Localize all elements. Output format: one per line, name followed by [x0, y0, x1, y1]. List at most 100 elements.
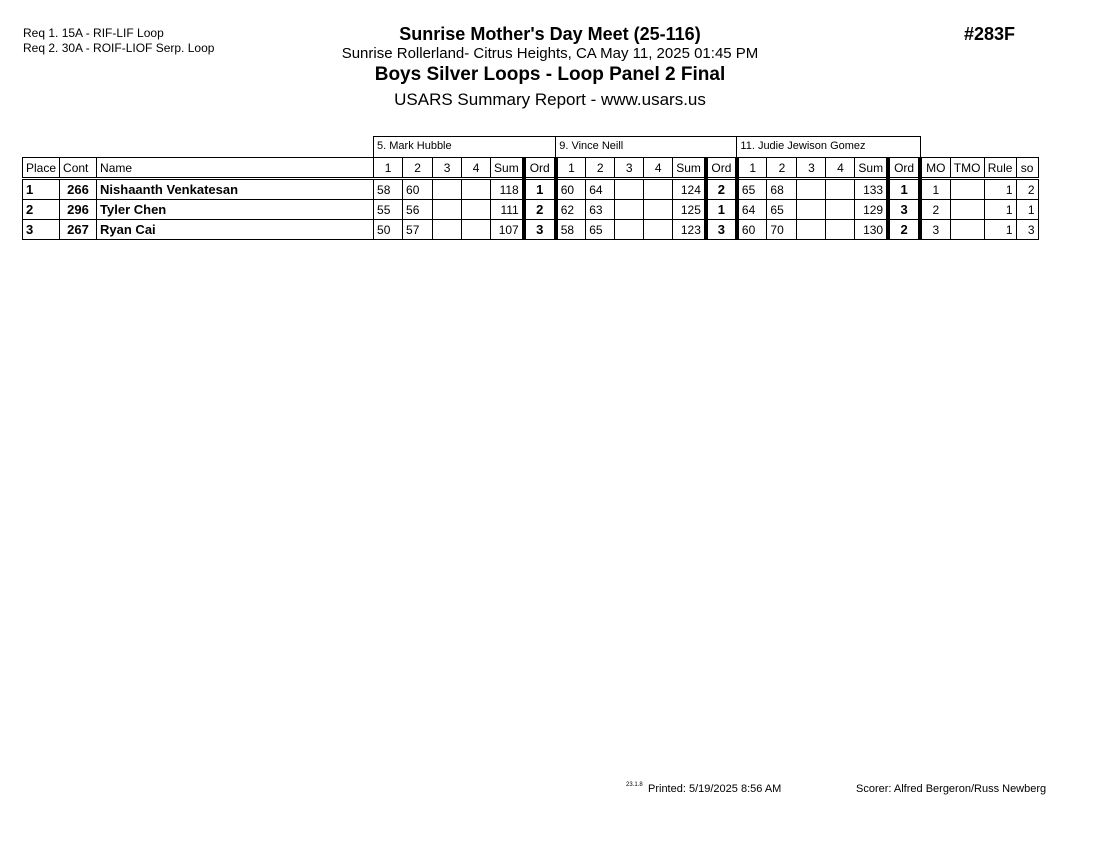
judge3-ord: 2 — [886, 219, 923, 240]
col-cont: Cont — [59, 157, 98, 180]
judge3-1: 60 — [736, 219, 768, 240]
col-judge3-4: 4 — [825, 157, 856, 180]
requirement-1: Req 1. 15A - RIF-LIF Loop — [23, 26, 164, 40]
judge-1-header: 5. Mark Hubble — [373, 136, 557, 158]
judge2-2: 63 — [585, 199, 616, 220]
rule: 1 — [983, 199, 1017, 220]
col-judge2-sum: Sum — [672, 157, 707, 180]
version-label: 23.1.8 — [626, 782, 643, 788]
meet-title: Sunrise Mother's Day Meet (25-116) — [399, 24, 701, 44]
report-title: USARS Summary Report - www.usars.us — [394, 90, 706, 109]
judge3-4 — [825, 219, 856, 240]
requirement-2: Req 2. 30A - ROIF-LIOF Serp. Loop — [23, 41, 215, 55]
results-table: 5. Mark Hubble 9. Vince Neill 11. Judie … — [21, 136, 1039, 240]
table-row: 2 296 Tyler Chen 55 56 111 2 62 63 125 1 64 65 129 3 2 1… — [21, 199, 1039, 220]
judge1-sum: 107 — [490, 219, 525, 240]
judge1-ord: 2 — [521, 199, 558, 220]
judge2-4 — [643, 219, 674, 240]
rule: 1 — [983, 219, 1017, 240]
place: 1 — [21, 178, 61, 200]
judge3-sum: 129 — [854, 199, 889, 220]
judge2-2: 65 — [585, 219, 616, 240]
col-rule: Rule — [983, 157, 1017, 180]
judge2-1: 58 — [555, 219, 587, 240]
judge1-1: 50 — [373, 219, 404, 240]
col-tmo: TMO — [949, 157, 985, 180]
judge3-2: 70 — [766, 219, 798, 240]
col-judge3-sum: Sum — [854, 157, 889, 180]
skater-name: Tyler Chen — [96, 199, 375, 220]
judge1-3 — [432, 199, 463, 220]
judge3-4 — [825, 178, 856, 200]
col-mo: MO — [919, 157, 951, 180]
judge1-2: 56 — [402, 199, 434, 220]
judge1-1: 55 — [373, 199, 404, 220]
col-judge1-ord: Ord — [521, 157, 558, 180]
judge-3-header: 11. Judie Jewison Gomez — [736, 136, 921, 158]
mo: 1 — [919, 178, 951, 200]
judge1-2: 57 — [402, 219, 434, 240]
judge3-ord: 3 — [886, 199, 923, 220]
judge2-1: 60 — [555, 178, 587, 200]
skater-name: Ryan Cai — [96, 219, 375, 240]
judge3-3 — [796, 219, 827, 240]
tmo — [949, 219, 985, 240]
cont: 266 — [59, 178, 98, 200]
so: 1 — [1015, 199, 1039, 220]
col-judge2-1: 1 — [555, 157, 587, 180]
judge1-1: 58 — [373, 178, 404, 200]
rule: 1 — [983, 178, 1017, 200]
judge2-sum: 125 — [672, 199, 707, 220]
judge3-2: 65 — [766, 199, 798, 220]
cont: 296 — [59, 199, 98, 220]
col-judge2-4: 4 — [643, 157, 674, 180]
tmo — [949, 199, 985, 220]
judge2-4 — [643, 199, 674, 220]
judge1-sum: 111 — [490, 199, 525, 220]
judge2-1: 62 — [555, 199, 587, 220]
judge3-2: 68 — [766, 178, 798, 200]
judge3-3 — [796, 178, 827, 200]
mo: 2 — [919, 199, 951, 220]
judge1-ord: 1 — [521, 178, 558, 200]
judge2-3 — [614, 219, 645, 240]
col-judge3-1: 1 — [736, 157, 768, 180]
judge2-sum: 123 — [672, 219, 707, 240]
col-judge2-3: 3 — [614, 157, 645, 180]
judge2-sum: 124 — [672, 178, 707, 200]
table-row: 3 267 Ryan Cai 50 57 107 3 58 65 123 3 60 70 130 2 3 1 3 — [21, 219, 1039, 240]
col-judge3-ord: Ord — [886, 157, 923, 180]
judge3-ord: 1 — [886, 178, 923, 200]
col-judge1-3: 3 — [432, 157, 463, 180]
col-judge3-3: 3 — [796, 157, 827, 180]
spacer — [23, 137, 374, 158]
judge-2-header: 9. Vince Neill — [555, 136, 738, 158]
judge3-1: 65 — [736, 178, 768, 200]
judge1-4 — [461, 178, 492, 200]
so: 2 — [1015, 178, 1039, 200]
judge1-4 — [461, 199, 492, 220]
judge1-sum: 118 — [490, 178, 525, 200]
judge3-3 — [796, 199, 827, 220]
mo: 3 — [919, 219, 951, 240]
judge3-sum: 130 — [854, 219, 889, 240]
judge3-1: 64 — [736, 199, 768, 220]
col-place: Place — [21, 157, 61, 180]
table-row: 1 266 Nishaanth Venkatesan 58 60 118 1 60 64 124 2… — [21, 178, 1039, 200]
col-judge1-2: 2 — [402, 157, 434, 180]
judge2-ord: 3 — [703, 219, 739, 240]
scorer: Scorer: Alfred Bergeron/Russ Newberg — [856, 783, 1047, 795]
judge2-4 — [643, 178, 674, 200]
printed-date: Printed: 5/19/2025 8:56 AM — [648, 783, 782, 795]
col-judge3-2: 2 — [766, 157, 798, 180]
judge1-ord: 3 — [521, 219, 558, 240]
judge3-4 — [825, 199, 856, 220]
judge2-3 — [614, 199, 645, 220]
judge2-2: 64 — [585, 178, 616, 200]
judge3-sum: 133 — [854, 178, 889, 200]
place: 3 — [21, 219, 61, 240]
col-judge1-sum: Sum — [490, 157, 525, 180]
event-title: Boys Silver Loops - Loop Panel 2 Final — [374, 64, 726, 85]
place: 2 — [21, 199, 61, 220]
